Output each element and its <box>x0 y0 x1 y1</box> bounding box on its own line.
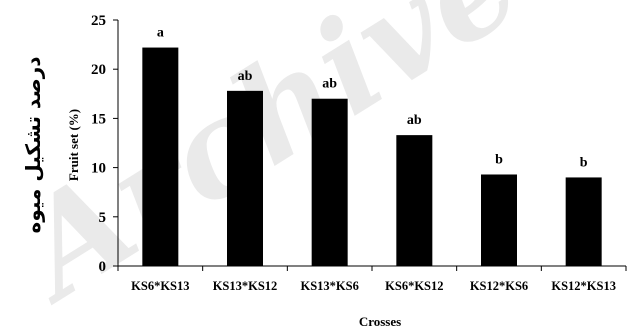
y-tick-label: 5 <box>99 210 107 226</box>
category-label: KS12*KS13 <box>551 279 616 293</box>
bar-ks6-x-ks12 <box>396 135 433 266</box>
bar-ks13-x-ks6 <box>311 98 348 266</box>
category-labels: KS6*KS13 KS13*KS12 KS13*KS6 KS6*KS12 KS12*KS… <box>131 279 616 293</box>
bar-ks13-x-ks12 <box>227 90 263 267</box>
significance-letter: b <box>580 155 588 170</box>
y-tick-label: 15 <box>91 111 106 127</box>
y-tick-label: 10 <box>91 161 106 177</box>
significance-labels: a ab ab ab b b <box>157 26 588 171</box>
significance-letter: b <box>495 152 503 167</box>
significance-letter: ab <box>238 69 253 84</box>
category-label: KS13*KS6 <box>300 279 358 293</box>
significance-letter: ab <box>407 113 422 128</box>
category-label: KS6*KS12 <box>385 279 443 293</box>
y-tick-label: 20 <box>91 62 106 78</box>
category-label: KS13*KS12 <box>213 279 278 293</box>
bars-group <box>142 47 602 267</box>
x-axis <box>117 265 627 271</box>
bar-ks6-x-ks13 <box>142 47 179 266</box>
category-label: KS6*KS13 <box>131 279 189 293</box>
y-axis-title: Fruit set (%) <box>66 109 81 181</box>
bar-ks12-x-ks6 <box>481 174 517 266</box>
y-tick-label: 25 <box>91 13 106 29</box>
y-axis: 0 5 10 15 20 25 <box>91 13 119 275</box>
x-axis-title: Crosses <box>359 314 401 329</box>
y-axis-title-persian: درصد تشکیل میوه <box>21 57 45 234</box>
significance-letter: a <box>157 26 164 41</box>
significance-letter: ab <box>322 77 337 92</box>
category-label: KS12*KS6 <box>470 279 528 293</box>
bar-ks12-x-ks13 <box>565 177 602 266</box>
y-tick-label: 0 <box>99 259 107 275</box>
